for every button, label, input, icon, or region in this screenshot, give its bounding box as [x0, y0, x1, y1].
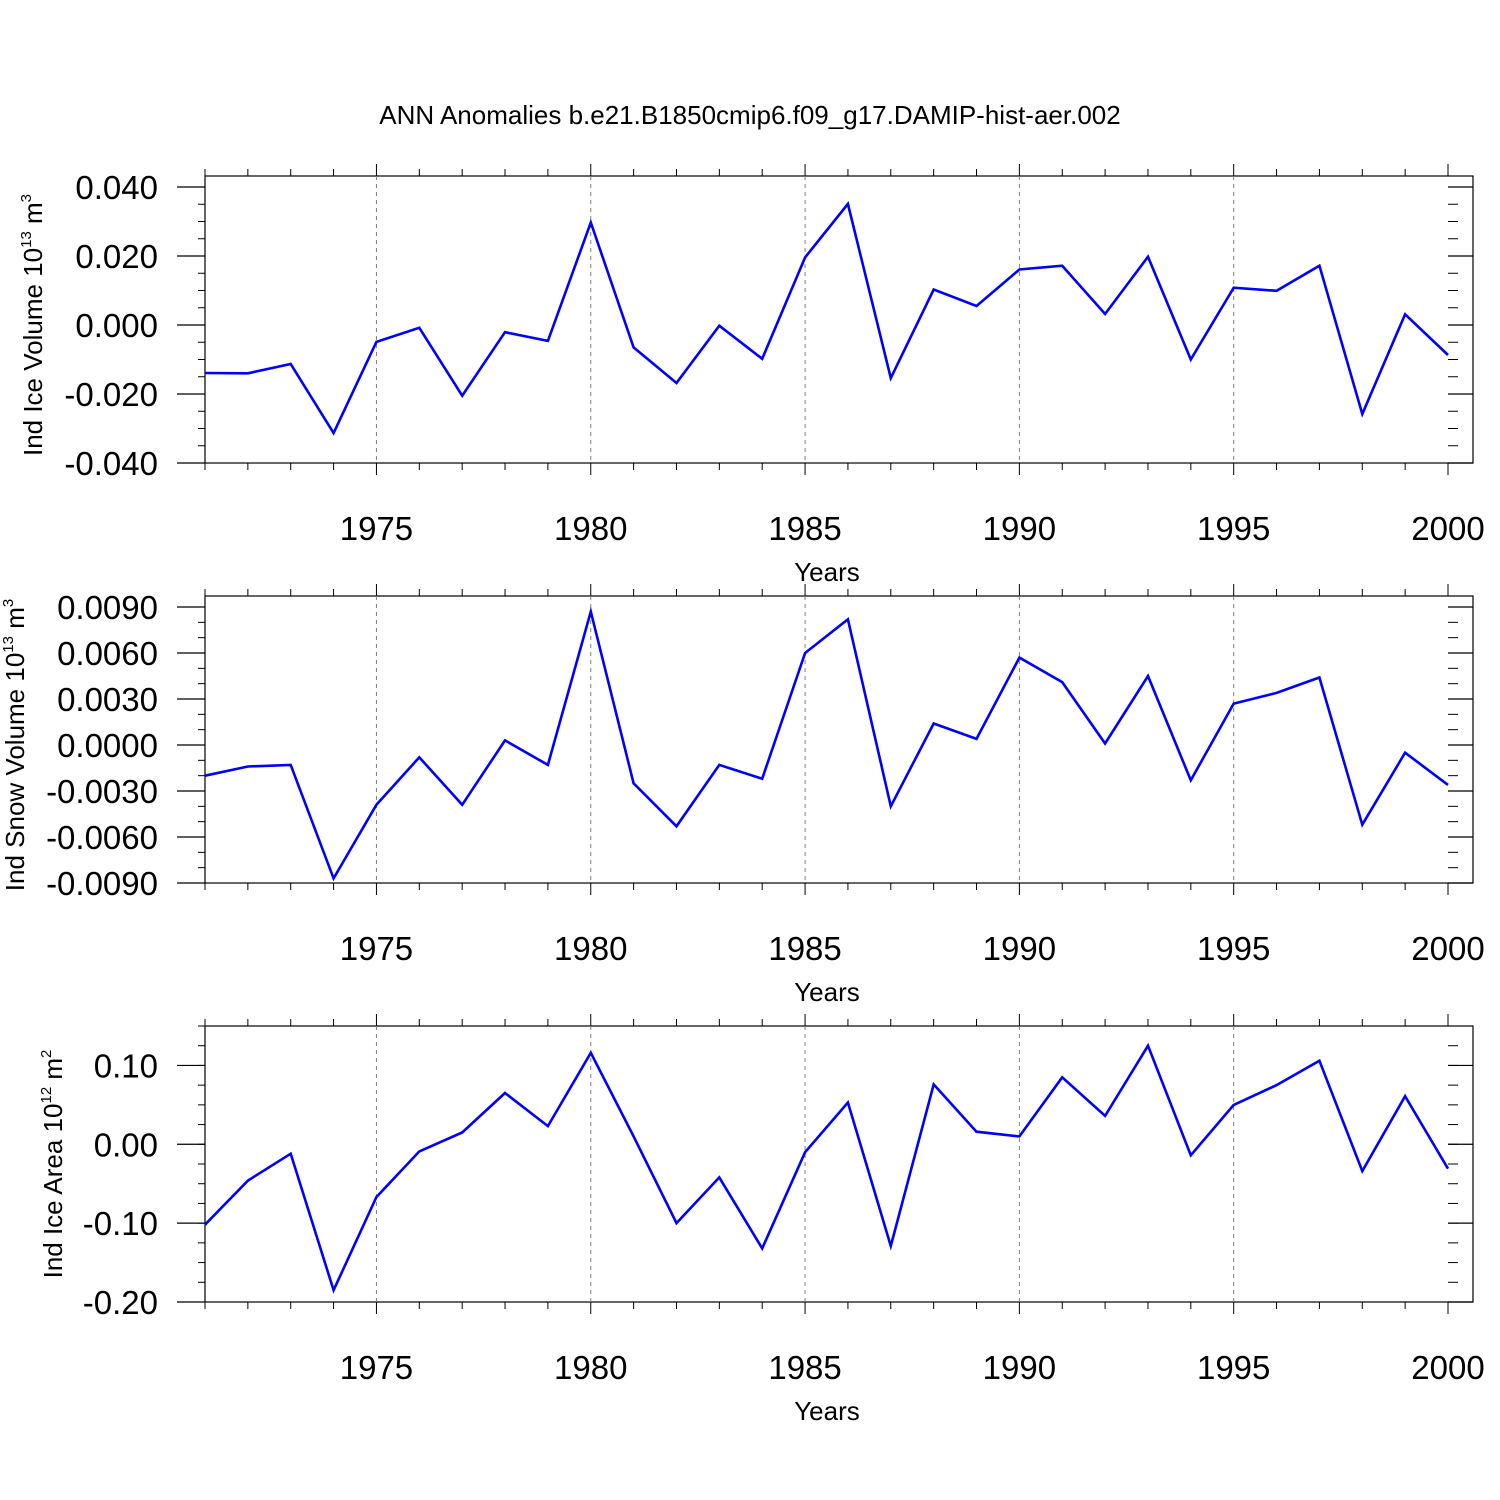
- y-tick-label: -0.10: [83, 1205, 158, 1242]
- y-tick-label: -0.0030: [46, 773, 158, 810]
- y-tick-label: 0.00: [94, 1126, 158, 1163]
- x-tick-label: 2000: [1411, 510, 1484, 547]
- x-tick-label: 1975: [340, 930, 413, 967]
- x-tick-label: 2000: [1411, 1349, 1484, 1386]
- x-tick-label: 1975: [340, 1349, 413, 1386]
- x-tick-label: 1985: [768, 1349, 841, 1386]
- x-tick-label: 2000: [1411, 930, 1484, 967]
- figure-title: ANN Anomalies b.e21.B1850cmip6.f09_g17.D…: [379, 100, 1120, 130]
- x-tick-label: 1995: [1197, 1349, 1270, 1386]
- y-tick-label: 0.0000: [57, 727, 158, 764]
- panels: -0.040 -0.020 0.000 0.020 0.040 1975 1980 1985 1…: [0, 164, 1485, 1426]
- plot-frame: [204, 595, 1474, 884]
- series-line: [204, 201, 1449, 436]
- plot-frame: [204, 175, 1474, 464]
- series-line: [204, 1042, 1450, 1294]
- x-tick-label: 1980: [554, 1349, 627, 1386]
- x-tick-label: 1995: [1197, 510, 1270, 547]
- x-tick-label: 1980: [554, 930, 627, 967]
- y-axis-label: Ind Ice Area 1012 m2: [38, 1050, 68, 1279]
- x-tick-label: 1990: [983, 1349, 1056, 1386]
- y-tick-label: -0.0090: [46, 865, 158, 902]
- y-tick-label: 0.0090: [57, 589, 158, 626]
- x-tick-label: 1975: [340, 510, 413, 547]
- y-tick-label: 0.040: [75, 169, 158, 206]
- x-tick-label: 1980: [554, 510, 627, 547]
- x-axis-label: Years: [794, 557, 860, 587]
- plot-frame: [204, 1025, 1474, 1303]
- x-axis-label: Years: [794, 977, 860, 1007]
- y-tick-label: -0.020: [64, 376, 158, 413]
- y-axis-label: Ind Snow Volume 1013 m3: [0, 599, 30, 891]
- x-tick-label: 1990: [983, 930, 1056, 967]
- panel-3: -0.20 -0.10 0.00 0.10 1975 1980 1985 1990 1995 20…: [38, 1014, 1485, 1426]
- x-tick-label: 1985: [768, 510, 841, 547]
- y-tick-label: 0.10: [94, 1047, 158, 1084]
- y-tick-label: -0.20: [83, 1284, 158, 1321]
- x-axis-label: Years: [794, 1396, 860, 1426]
- x-tick-label: 1990: [983, 510, 1056, 547]
- series-line: [204, 606, 1449, 882]
- x-tick-label: 1995: [1197, 930, 1270, 967]
- panel-2: -0.0090 -0.0060 -0.0030 0.0000 0.0030 0.0060 0…: [0, 584, 1485, 1007]
- y-tick-label: 0.000: [75, 307, 158, 344]
- x-tick-label: 1985: [768, 930, 841, 967]
- y-tick-label: 0.020: [75, 238, 158, 275]
- y-axis-label: Ind Ice Volume 1013 m3: [18, 194, 48, 456]
- y-tick-label: 0.0060: [57, 635, 158, 672]
- panel-1: -0.040 -0.020 0.000 0.020 0.040 1975 1980 1985 1…: [18, 164, 1485, 587]
- y-tick-label: -0.0060: [46, 819, 158, 856]
- y-tick-label: -0.040: [64, 445, 158, 482]
- y-tick-label: 0.0030: [57, 681, 158, 718]
